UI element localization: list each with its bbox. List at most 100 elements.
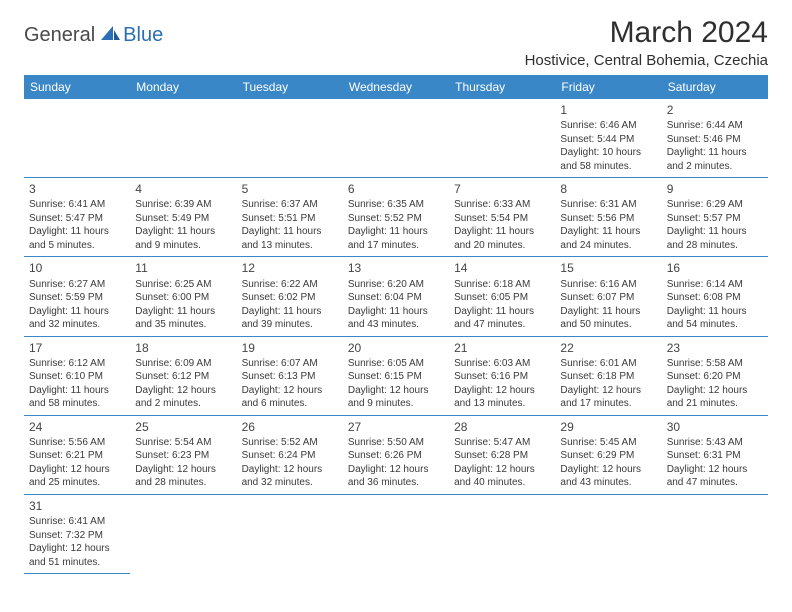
- day-sunset: Sunset: 6:07 PM: [560, 291, 656, 305]
- day-sunset: Sunset: 6:00 PM: [135, 291, 231, 305]
- day-daylight2: and 28 minutes.: [667, 239, 763, 253]
- weekday-header: Tuesday: [237, 75, 343, 99]
- weekday-header: Friday: [555, 75, 661, 99]
- day-sunrise: Sunrise: 6:33 AM: [454, 198, 550, 212]
- weekday-header: Saturday: [662, 75, 768, 99]
- day-number: 9: [667, 181, 763, 197]
- header: General Blue March 2024 Hostivice, Centr…: [24, 16, 768, 69]
- day-sunset: Sunset: 6:28 PM: [454, 449, 550, 463]
- day-number: 27: [348, 419, 444, 435]
- day-daylight2: and 24 minutes.: [560, 239, 656, 253]
- day-sunrise: Sunrise: 6:01 AM: [560, 357, 656, 371]
- day-sunrise: Sunrise: 6:46 AM: [560, 119, 656, 133]
- calendar-day-cell: 17Sunrise: 6:12 AMSunset: 6:10 PMDayligh…: [24, 336, 130, 415]
- day-sunset: Sunset: 6:18 PM: [560, 370, 656, 384]
- day-sunset: Sunset: 6:15 PM: [348, 370, 444, 384]
- calendar-table: SundayMondayTuesdayWednesdayThursdayFrid…: [24, 75, 768, 574]
- day-number: 10: [29, 260, 125, 276]
- day-sunset: Sunset: 5:54 PM: [454, 212, 550, 226]
- day-sunset: Sunset: 6:24 PM: [242, 449, 338, 463]
- calendar-day-cell: 8Sunrise: 6:31 AMSunset: 5:56 PMDaylight…: [555, 178, 661, 257]
- day-daylight2: and 25 minutes.: [29, 476, 125, 490]
- day-sunset: Sunset: 6:21 PM: [29, 449, 125, 463]
- day-daylight1: Daylight: 12 hours: [454, 463, 550, 477]
- day-sunrise: Sunrise: 6:16 AM: [560, 278, 656, 292]
- day-sunset: Sunset: 6:23 PM: [135, 449, 231, 463]
- day-daylight2: and 13 minutes.: [454, 397, 550, 411]
- calendar-day-cell: 19Sunrise: 6:07 AMSunset: 6:13 PMDayligh…: [237, 336, 343, 415]
- calendar-day-cell: 16Sunrise: 6:14 AMSunset: 6:08 PMDayligh…: [662, 257, 768, 336]
- day-daylight2: and 50 minutes.: [560, 318, 656, 332]
- day-daylight2: and 36 minutes.: [348, 476, 444, 490]
- calendar-day-cell: 26Sunrise: 5:52 AMSunset: 6:24 PMDayligh…: [237, 415, 343, 494]
- day-sunrise: Sunrise: 5:54 AM: [135, 436, 231, 450]
- calendar-day-cell: 11Sunrise: 6:25 AMSunset: 6:00 PMDayligh…: [130, 257, 236, 336]
- logo-text-primary: General: [24, 24, 95, 47]
- calendar-day-cell: 15Sunrise: 6:16 AMSunset: 6:07 PMDayligh…: [555, 257, 661, 336]
- calendar-week-row: 10Sunrise: 6:27 AMSunset: 5:59 PMDayligh…: [24, 257, 768, 336]
- day-number: 24: [29, 419, 125, 435]
- calendar-empty-cell: [449, 99, 555, 178]
- day-sunrise: Sunrise: 6:41 AM: [29, 515, 125, 529]
- day-number: 15: [560, 260, 656, 276]
- day-sunrise: Sunrise: 6:03 AM: [454, 357, 550, 371]
- day-daylight1: Daylight: 12 hours: [348, 384, 444, 398]
- day-daylight2: and 58 minutes.: [29, 397, 125, 411]
- calendar-day-cell: 21Sunrise: 6:03 AMSunset: 6:16 PMDayligh…: [449, 336, 555, 415]
- calendar-day-cell: 31Sunrise: 6:41 AMSunset: 7:32 PMDayligh…: [24, 494, 130, 573]
- day-daylight2: and 17 minutes.: [348, 239, 444, 253]
- day-number: 3: [29, 181, 125, 197]
- day-daylight1: Daylight: 11 hours: [242, 305, 338, 319]
- day-daylight2: and 43 minutes.: [348, 318, 444, 332]
- day-number: 12: [242, 260, 338, 276]
- calendar-day-cell: 22Sunrise: 6:01 AMSunset: 6:18 PMDayligh…: [555, 336, 661, 415]
- day-daylight1: Daylight: 11 hours: [667, 225, 763, 239]
- day-daylight2: and 6 minutes.: [242, 397, 338, 411]
- calendar-day-cell: 10Sunrise: 6:27 AMSunset: 5:59 PMDayligh…: [24, 257, 130, 336]
- day-daylight2: and 2 minutes.: [135, 397, 231, 411]
- day-number: 16: [667, 260, 763, 276]
- day-sunrise: Sunrise: 6:35 AM: [348, 198, 444, 212]
- day-daylight2: and 9 minutes.: [135, 239, 231, 253]
- day-daylight1: Daylight: 11 hours: [135, 305, 231, 319]
- day-number: 4: [135, 181, 231, 197]
- day-number: 31: [29, 498, 125, 514]
- month-title: March 2024: [525, 16, 768, 50]
- day-daylight1: Daylight: 11 hours: [454, 305, 550, 319]
- day-sunrise: Sunrise: 6:12 AM: [29, 357, 125, 371]
- day-daylight1: Daylight: 12 hours: [242, 384, 338, 398]
- calendar-day-cell: 28Sunrise: 5:47 AMSunset: 6:28 PMDayligh…: [449, 415, 555, 494]
- day-sunrise: Sunrise: 5:58 AM: [667, 357, 763, 371]
- day-sunrise: Sunrise: 5:56 AM: [29, 436, 125, 450]
- day-sunrise: Sunrise: 6:09 AM: [135, 357, 231, 371]
- day-daylight1: Daylight: 12 hours: [667, 384, 763, 398]
- day-sunrise: Sunrise: 5:47 AM: [454, 436, 550, 450]
- day-sunset: Sunset: 5:49 PM: [135, 212, 231, 226]
- day-daylight1: Daylight: 10 hours: [560, 146, 656, 160]
- day-daylight2: and 32 minutes.: [29, 318, 125, 332]
- day-sunrise: Sunrise: 5:52 AM: [242, 436, 338, 450]
- calendar-empty-cell: [237, 99, 343, 178]
- day-sunset: Sunset: 5:51 PM: [242, 212, 338, 226]
- day-daylight2: and 54 minutes.: [667, 318, 763, 332]
- day-sunrise: Sunrise: 6:27 AM: [29, 278, 125, 292]
- day-sunset: Sunset: 6:10 PM: [29, 370, 125, 384]
- day-daylight1: Daylight: 11 hours: [560, 225, 656, 239]
- day-number: 2: [667, 102, 763, 118]
- day-daylight2: and 39 minutes.: [242, 318, 338, 332]
- day-daylight2: and 17 minutes.: [560, 397, 656, 411]
- calendar-day-cell: 3Sunrise: 6:41 AMSunset: 5:47 PMDaylight…: [24, 178, 130, 257]
- calendar-day-cell: 12Sunrise: 6:22 AMSunset: 6:02 PMDayligh…: [237, 257, 343, 336]
- day-daylight2: and 51 minutes.: [29, 556, 125, 570]
- day-daylight2: and 28 minutes.: [135, 476, 231, 490]
- day-daylight1: Daylight: 11 hours: [242, 225, 338, 239]
- day-sunset: Sunset: 6:20 PM: [667, 370, 763, 384]
- day-daylight1: Daylight: 12 hours: [560, 384, 656, 398]
- day-sunrise: Sunrise: 5:50 AM: [348, 436, 444, 450]
- day-number: 21: [454, 340, 550, 356]
- day-number: 29: [560, 419, 656, 435]
- calendar-day-cell: 2Sunrise: 6:44 AMSunset: 5:46 PMDaylight…: [662, 99, 768, 178]
- day-sunrise: Sunrise: 6:39 AM: [135, 198, 231, 212]
- day-daylight1: Daylight: 12 hours: [135, 384, 231, 398]
- day-sunset: Sunset: 6:04 PM: [348, 291, 444, 305]
